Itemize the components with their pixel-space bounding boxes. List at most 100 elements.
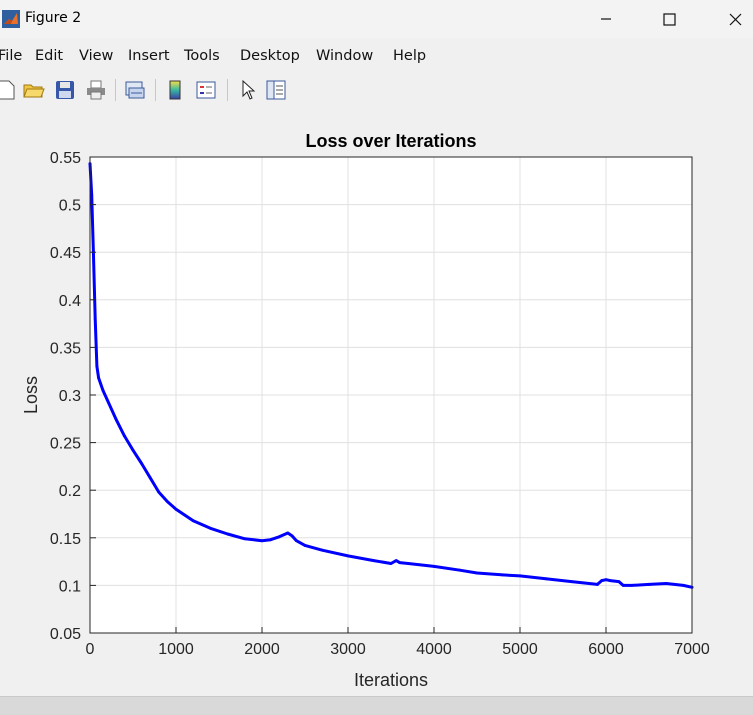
loss-data-point: [570, 580, 573, 583]
y-tick-label: 0.2: [59, 483, 81, 500]
loss-data-point: [157, 490, 161, 494]
loss-data-point: [303, 544, 307, 547]
x-tick-label: 3000: [330, 641, 366, 658]
menu-window[interactable]: Window: [316, 48, 374, 64]
menu-help[interactable]: Help: [393, 48, 427, 64]
link-plot-icon[interactable]: [123, 78, 147, 102]
loss-data-point: [647, 583, 651, 586]
toolbar-separator: [115, 79, 116, 101]
loss-data-point: [630, 584, 634, 587]
y-tick-label: 0.5: [59, 198, 81, 215]
loss-data-point: [664, 582, 668, 585]
window-titlebar: Figure 2: [0, 0, 753, 38]
close-button[interactable]: [712, 0, 753, 38]
open-file-icon[interactable]: [22, 78, 46, 102]
x-tick-label: 5000: [502, 641, 538, 658]
toolbar-separator: [227, 79, 228, 101]
window-bottom-edge: [0, 696, 753, 715]
y-tick-label: 0.4: [59, 293, 81, 310]
loss-data-point: [501, 573, 505, 577]
legend-icon[interactable]: [194, 78, 218, 102]
loss-series-points: [88, 162, 694, 589]
menu-tools[interactable]: Tools: [184, 48, 220, 64]
save-icon[interactable]: [53, 78, 77, 102]
axis-ticks: 0 1000 2000 3000 4000 5000 6000 7000 0.05 0.1 0.15…: [50, 150, 710, 658]
loss-data-point: [544, 577, 548, 581]
x-tick-label: 7000: [674, 641, 710, 658]
figure-canvas: 0 1000 2000 3000 4000 5000 6000 7000 0.05 0.1 0.15…: [0, 110, 753, 696]
loss-data-point: [105, 398, 109, 402]
new-figure-icon[interactable]: [0, 78, 18, 102]
menu-bar: File Edit View Insert Tools Desktop Wind…: [0, 43, 753, 71]
matlab-logo-icon: [2, 10, 20, 28]
loss-data-point: [260, 539, 264, 543]
loss-data-point: [101, 388, 105, 392]
loss-data-point: [398, 561, 401, 564]
y-tick-label: 0.45: [50, 245, 81, 262]
y-tick-label: 0.15: [50, 531, 81, 548]
loss-data-point: [394, 559, 398, 563]
loss-data-point: [123, 434, 126, 438]
loss-data-point: [114, 417, 118, 421]
x-axis-label: Iterations: [354, 670, 428, 690]
loss-data-point: [226, 532, 230, 536]
loss-data-point: [372, 559, 376, 563]
y-axis-label: Loss: [21, 376, 41, 414]
loss-data-point: [406, 562, 410, 565]
loss-chart[interactable]: 0 1000 2000 3000 4000 5000 6000 7000 0.05 0.1 0.15…: [0, 110, 753, 696]
toolbar-separator: [155, 79, 156, 101]
minimize-button[interactable]: [583, 0, 629, 38]
loss-data-point: [320, 548, 324, 552]
loss-data-point: [596, 583, 599, 586]
x-tick-label: 6000: [588, 641, 624, 658]
loss-data-point: [518, 574, 522, 578]
loss-data-point: [269, 538, 272, 542]
y-tick-label: 0.05: [50, 626, 81, 643]
loss-data-point: [600, 579, 604, 583]
loss-series-line: [88, 162, 694, 589]
loss-data-point: [191, 519, 195, 523]
maximize-icon: [662, 12, 676, 26]
y-tick-label: 0.3: [59, 388, 81, 405]
y-tick-label: 0.55: [50, 150, 81, 167]
loss-data-point: [95, 365, 99, 368]
loss-data-point: [604, 578, 608, 582]
window-title: Figure 2: [25, 10, 82, 26]
menu-insert[interactable]: Insert: [128, 48, 170, 64]
toolbar: [0, 76, 753, 106]
loss-data-point: [290, 534, 294, 538]
loss-data-point: [295, 539, 298, 543]
menu-file[interactable]: File: [0, 48, 23, 64]
minimize-icon: [601, 18, 611, 20]
menu-desktop[interactable]: Desktop: [240, 48, 300, 64]
menu-view[interactable]: View: [79, 48, 114, 64]
loss-data-point: [140, 462, 144, 465]
loss-data-point: [243, 537, 247, 541]
pointer-icon[interactable]: [236, 78, 260, 102]
chart-title: Loss over Iterations: [305, 131, 476, 151]
loss-data-point: [346, 554, 350, 558]
loss-data-point: [621, 584, 625, 587]
loss-data-point: [209, 526, 212, 530]
loss-data-point: [93, 317, 97, 321]
loss-data-point: [277, 535, 281, 539]
loss-data-point: [608, 579, 612, 583]
close-icon: [729, 13, 741, 25]
loss-data-point: [90, 193, 94, 197]
y-tick-label: 0.35: [50, 340, 81, 357]
menu-edit[interactable]: Edit: [35, 48, 64, 64]
loss-data-point: [617, 580, 621, 583]
loss-data-point: [148, 476, 152, 480]
property-inspector-icon[interactable]: [264, 78, 288, 102]
loss-data-point: [174, 507, 178, 511]
loss-data-point: [458, 568, 462, 572]
x-tick-label: 4000: [416, 641, 452, 658]
print-icon[interactable]: [84, 78, 108, 102]
maximize-button[interactable]: [646, 0, 692, 38]
x-tick-label: 2000: [244, 641, 280, 658]
colorbar-icon[interactable]: [163, 78, 187, 102]
loss-data-point: [286, 531, 290, 535]
x-tick-label: 1000: [158, 641, 194, 658]
x-tick-label: 0: [86, 641, 95, 658]
y-tick-label: 0.1: [59, 578, 81, 595]
